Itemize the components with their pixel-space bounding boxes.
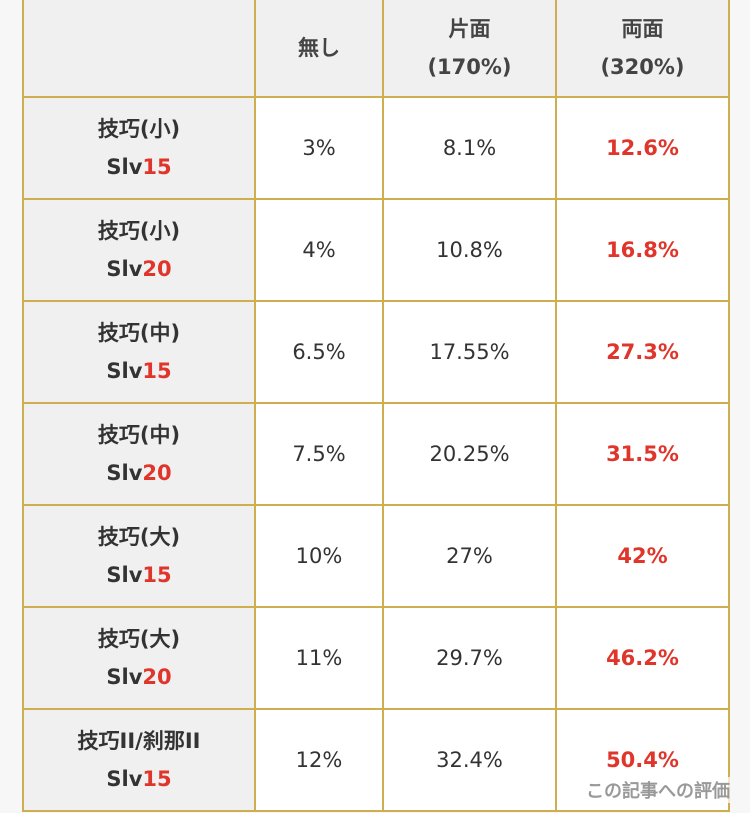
header-cell — [22, 0, 256, 98]
slv-prefix: Slv — [106, 257, 143, 281]
header-cell: 無し — [254, 0, 384, 98]
header-cell: 両面 (320%) — [555, 0, 730, 98]
header-text: (320%) — [600, 55, 685, 79]
skill-name: 技巧(大) — [97, 627, 181, 651]
value-cell: 10% — [254, 504, 384, 608]
value-cell: 27.3% — [555, 300, 730, 404]
skill-name: 技巧(大) — [97, 525, 181, 549]
row-label: 技巧(中) Slv15 — [22, 300, 256, 404]
table-row: 技巧(小) Slv15 3% 8.1% 12.6% — [22, 96, 730, 200]
row-label: 技巧(小) Slv20 — [22, 198, 256, 302]
skill-name: 技巧(中) — [97, 423, 181, 447]
table-row: 技巧(中) Slv15 6.5% 17.55% 27.3% — [22, 300, 730, 404]
row-label: 技巧(大) Slv20 — [22, 606, 256, 710]
value-cell: 20.25% — [382, 402, 557, 506]
skill-name: 技巧(中) — [97, 321, 181, 345]
slv-prefix: Slv — [106, 665, 143, 689]
table-row: 技巧(大) Slv20 11% 29.7% 46.2% — [22, 606, 730, 710]
slv-level: 15 — [142, 563, 172, 587]
value-cell: 29.7% — [382, 606, 557, 710]
header-text: (170%) — [427, 55, 512, 79]
slv-level: 20 — [142, 665, 172, 689]
slv-level: 20 — [142, 257, 172, 281]
value-cell: 32.4% — [382, 708, 557, 812]
header-text: 両面 — [621, 17, 664, 41]
header-row: 無し 片面 (170%) 両面 (320%) — [22, 0, 730, 98]
row-label: 技巧(大) Slv15 — [22, 504, 256, 608]
header-text: 無し — [298, 36, 340, 60]
header-text: 片面 — [448, 17, 491, 41]
value-cell: 7.5% — [254, 402, 384, 506]
row-label: 技巧(中) Slv20 — [22, 402, 256, 506]
table-row: 技巧(中) Slv20 7.5% 20.25% 31.5% — [22, 402, 730, 506]
value-cell: 17.55% — [382, 300, 557, 404]
slv-prefix: Slv — [106, 359, 143, 383]
value-cell: 3% — [254, 96, 384, 200]
slv-level: 15 — [142, 359, 172, 383]
row-label: 技巧II/刹那II Slv15 — [22, 708, 256, 812]
value-cell: 46.2% — [555, 606, 730, 710]
value-cell: 16.8% — [555, 198, 730, 302]
value-cell: 4% — [254, 198, 384, 302]
slv-level: 15 — [142, 767, 172, 791]
slv-prefix: Slv — [106, 563, 143, 587]
value-cell: 11% — [254, 606, 384, 710]
value-cell: 10.8% — [382, 198, 557, 302]
value-cell: 12% — [254, 708, 384, 812]
table-body: 無し 片面 (170%) 両面 (320%) 技巧(小) Slv15 3% 8.1% 12.6% 技… — [22, 0, 730, 812]
header-cell: 片面 (170%) — [382, 0, 557, 98]
comparison-table: 無し 片面 (170%) 両面 (320%) 技巧(小) Slv15 3% 8.1% 12.6% 技… — [22, 0, 730, 812]
table-row: 技巧(大) Slv15 10% 27% 42% — [22, 504, 730, 608]
skill-name: 技巧II/刹那II — [77, 729, 201, 753]
value-cell: 12.6% — [555, 96, 730, 200]
skill-name: 技巧(小) — [97, 219, 181, 243]
slv-prefix: Slv — [106, 155, 143, 179]
value-cell: 27% — [382, 504, 557, 608]
slv-prefix: Slv — [106, 461, 143, 485]
slv-level: 15 — [142, 155, 172, 179]
slv-prefix: Slv — [106, 767, 143, 791]
slv-level: 20 — [142, 461, 172, 485]
value-cell: 42% — [555, 504, 730, 608]
rating-overlay[interactable]: この記事への評価 — [586, 777, 730, 803]
value-cell: 6.5% — [254, 300, 384, 404]
value-cell: 8.1% — [382, 96, 557, 200]
row-label: 技巧(小) Slv15 — [22, 96, 256, 200]
value-cell: 31.5% — [555, 402, 730, 506]
table-row: 技巧(小) Slv20 4% 10.8% 16.8% — [22, 198, 730, 302]
skill-name: 技巧(小) — [97, 117, 181, 141]
